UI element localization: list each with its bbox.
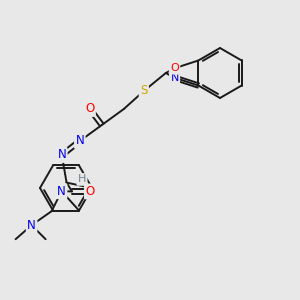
Text: N: N <box>27 219 36 232</box>
Text: N: N <box>57 185 66 198</box>
Text: H: H <box>78 174 86 184</box>
Text: S: S <box>140 85 148 98</box>
Text: N: N <box>170 73 179 83</box>
Text: N: N <box>57 148 66 161</box>
Text: O: O <box>85 185 94 198</box>
Text: O: O <box>170 63 179 73</box>
Text: O: O <box>85 103 94 116</box>
Text: N: N <box>75 134 84 148</box>
